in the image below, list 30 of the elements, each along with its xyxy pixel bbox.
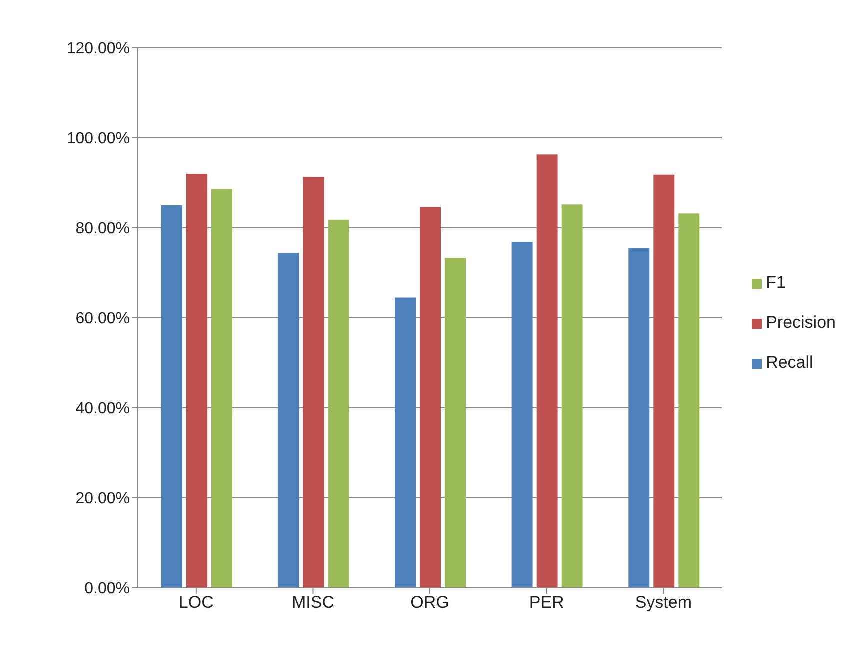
bar bbox=[328, 220, 350, 588]
bar bbox=[394, 298, 416, 588]
y-tick-label: 120.00% bbox=[66, 40, 130, 58]
legend-label: F1 bbox=[766, 273, 786, 292]
bar bbox=[211, 189, 232, 588]
bar bbox=[161, 206, 182, 588]
y-tick-label: 60.00% bbox=[76, 310, 130, 328]
x-tick-label: LOC bbox=[178, 593, 214, 612]
bar bbox=[628, 248, 650, 588]
x-tick-label: System bbox=[635, 593, 692, 612]
bar bbox=[654, 174, 675, 588]
bar bbox=[678, 214, 700, 588]
y-tick-label: 40.00% bbox=[76, 400, 130, 418]
bar bbox=[444, 258, 466, 588]
y-tick-label: 80.00% bbox=[76, 220, 130, 238]
x-tick-label: MISC bbox=[292, 593, 334, 612]
bar bbox=[562, 204, 583, 588]
bar bbox=[186, 174, 208, 588]
bar bbox=[536, 154, 558, 588]
y-tick-label: 20.00% bbox=[76, 490, 130, 508]
bar bbox=[512, 242, 533, 588]
y-tick-label: 0.00% bbox=[84, 580, 130, 598]
bar bbox=[420, 207, 441, 588]
x-tick-label: ORG bbox=[410, 593, 450, 612]
bar bbox=[303, 177, 324, 588]
x-tick-label: PER bbox=[529, 593, 564, 612]
legend-label: Recall bbox=[766, 353, 814, 372]
legend-label: Precision bbox=[766, 313, 836, 332]
y-tick-label: 100.00% bbox=[66, 130, 130, 148]
bar bbox=[278, 253, 300, 588]
